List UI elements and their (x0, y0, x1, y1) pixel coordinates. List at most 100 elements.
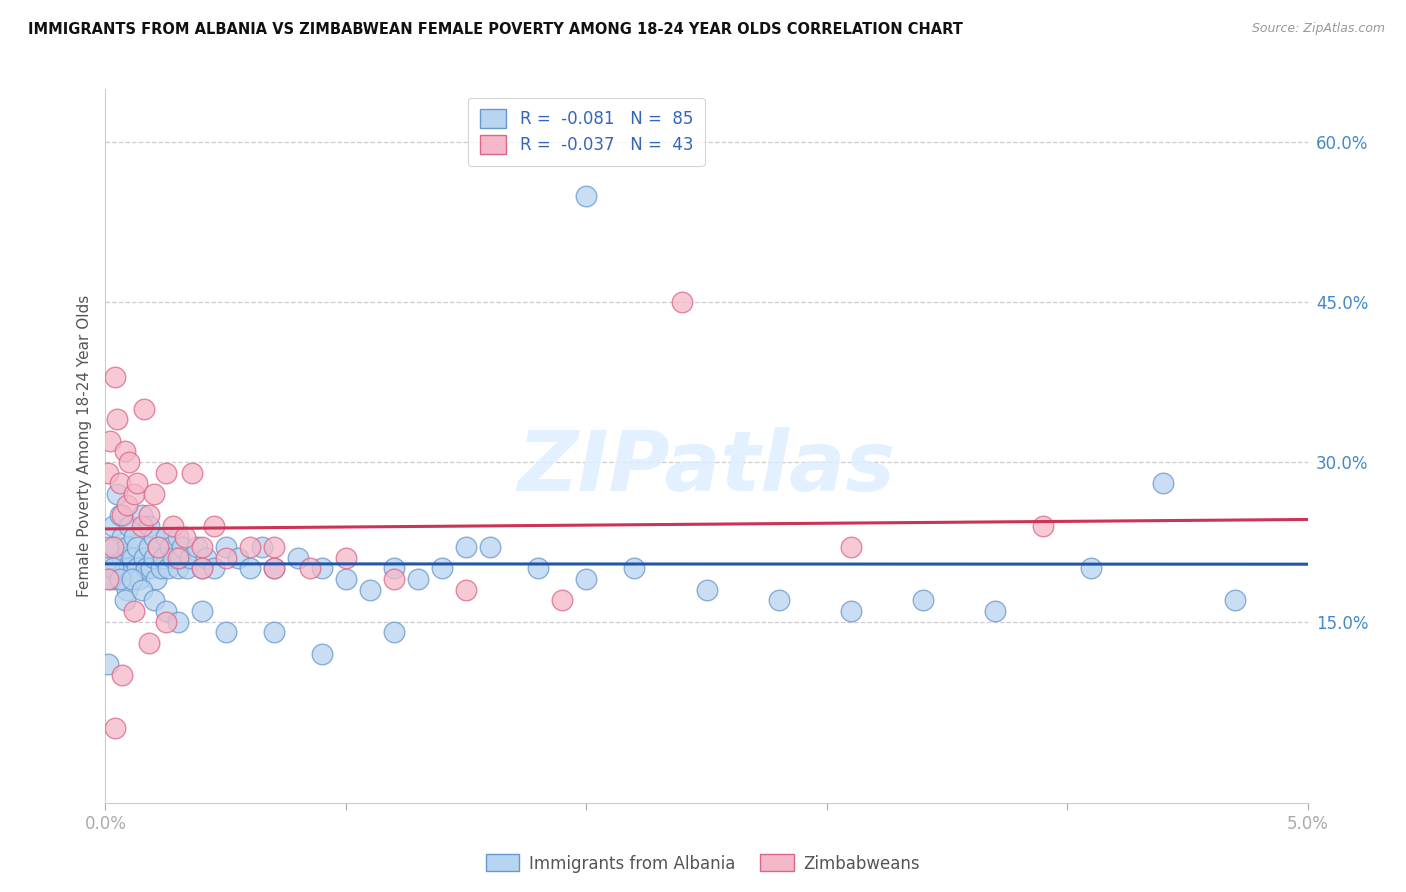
Point (108, 508, 131, 523)
Point (131, 508, 153, 523)
Point (124, 604, 146, 618)
Point (107, 412, 129, 426)
Point (155, 466, 177, 480)
Point (551, 593, 574, 607)
Point (156, 561, 179, 575)
Point (454, 582, 477, 597)
Point (382, 561, 405, 575)
Point (202, 519, 225, 533)
Point (311, 561, 333, 575)
Point (132, 401, 155, 416)
Point (138, 519, 160, 533)
Point (118, 561, 141, 575)
Point (181, 466, 204, 480)
Point (839, 540, 862, 554)
Legend: Immigrants from Albania, Zimbabweans: Immigrants from Albania, Zimbabweans (479, 847, 927, 880)
Point (768, 593, 790, 607)
Point (195, 550, 218, 565)
Point (162, 550, 184, 565)
Point (125, 540, 148, 554)
Point (671, 295, 693, 310)
Point (190, 561, 212, 575)
Point (115, 582, 138, 597)
Point (239, 540, 262, 554)
Point (98, 550, 121, 565)
Text: ZIPatlas: ZIPatlas (517, 427, 896, 508)
Point (214, 625, 236, 640)
Point (97, 657, 120, 672)
Point (263, 561, 285, 575)
Point (179, 550, 201, 565)
Y-axis label: Female Poverty Among 18-24 Year Olds: Female Poverty Among 18-24 Year Olds (76, 295, 91, 597)
Point (335, 572, 357, 586)
Point (430, 561, 453, 575)
Point (623, 561, 645, 575)
Point (98, 572, 121, 586)
Point (108, 476, 131, 491)
Point (97, 572, 120, 586)
Point (911, 593, 934, 607)
Point (132, 550, 155, 565)
Point (107, 540, 129, 554)
Point (131, 519, 153, 533)
Point (142, 593, 165, 607)
Point (104, 572, 127, 586)
Point (155, 529, 177, 543)
Point (142, 550, 165, 565)
Point (454, 540, 477, 554)
Point (575, 188, 598, 202)
Point (173, 529, 195, 543)
Point (108, 572, 131, 586)
Point (263, 540, 285, 554)
Point (111, 668, 134, 682)
Point (214, 540, 236, 554)
Point (186, 540, 208, 554)
Point (382, 572, 405, 586)
Point (97, 540, 120, 554)
Point (104, 721, 127, 735)
Point (311, 647, 333, 661)
Point (359, 582, 381, 597)
Text: IMMIGRANTS FROM ALBANIA VS ZIMBABWEAN FEMALE POVERTY AMONG 18-24 YEAR OLDS CORRE: IMMIGRANTS FROM ALBANIA VS ZIMBABWEAN FE… (28, 22, 963, 37)
Point (97, 466, 120, 480)
Point (114, 593, 136, 607)
Point (145, 572, 167, 586)
Point (190, 540, 212, 554)
Point (159, 540, 181, 554)
Point (98, 434, 121, 448)
Point (101, 540, 124, 554)
Point (107, 487, 129, 501)
Point (527, 561, 550, 575)
Point (214, 550, 236, 565)
Point (984, 604, 1007, 618)
Point (166, 561, 188, 575)
Point (382, 625, 405, 640)
Point (111, 550, 134, 565)
Point (128, 572, 150, 586)
Point (202, 561, 225, 575)
Point (298, 561, 321, 575)
Point (190, 561, 212, 575)
Point (111, 508, 134, 523)
Point (1032, 519, 1054, 533)
Point (696, 582, 718, 597)
Point (125, 476, 148, 491)
Point (176, 561, 198, 575)
Point (131, 582, 153, 597)
Point (118, 455, 141, 469)
Point (124, 487, 146, 501)
Point (101, 561, 124, 575)
Point (1225, 593, 1247, 607)
Point (148, 540, 170, 554)
Point (166, 615, 188, 629)
Text: Source: ZipAtlas.com: Source: ZipAtlas.com (1251, 22, 1385, 36)
Legend: R =  -0.081   N =  85, R =  -0.037   N =  43: R = -0.081 N = 85, R = -0.037 N = 43 (468, 97, 704, 166)
Point (142, 529, 165, 543)
Point (138, 540, 160, 554)
Point (263, 561, 285, 575)
Point (114, 561, 136, 575)
Point (149, 561, 172, 575)
Point (142, 487, 165, 501)
Point (121, 550, 143, 565)
Point (406, 572, 429, 586)
